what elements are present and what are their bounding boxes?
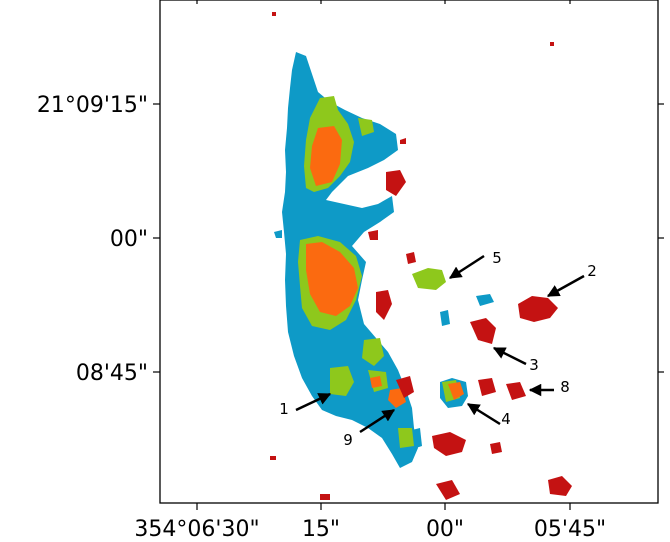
plot-frame [159, 0, 659, 504]
label-5: 5 [492, 249, 502, 267]
label-4: 4 [501, 410, 511, 428]
x-tick-label-2: 00" [426, 517, 464, 542]
arrow-4 [466, 402, 501, 426]
label-9: 9 [343, 431, 353, 449]
orange-emission [306, 126, 464, 408]
y-tick-label-0: 21°09'15" [37, 93, 148, 118]
y-tick-label-1: 00" [110, 227, 148, 252]
arrow-1 [295, 392, 332, 412]
tick-marks [153, 0, 664, 510]
label-2: 2 [587, 262, 597, 280]
label-8: 8 [560, 378, 570, 396]
arrow-3 [492, 346, 527, 366]
label-1: 1 [279, 400, 289, 418]
arrow-5 [448, 254, 485, 280]
y-tick-label-2: 08'45" [76, 361, 148, 386]
x-tick-label-1: 15" [302, 517, 340, 542]
arrow-2 [546, 274, 585, 298]
annotation-arrows [295, 254, 585, 434]
label-3: 3 [529, 356, 539, 374]
x-tick-label-0: 354°06'30" [134, 517, 259, 542]
red-emission [270, 12, 572, 500]
x-tick-label-3: 05'45" [534, 517, 606, 542]
arrow-9 [359, 408, 396, 434]
